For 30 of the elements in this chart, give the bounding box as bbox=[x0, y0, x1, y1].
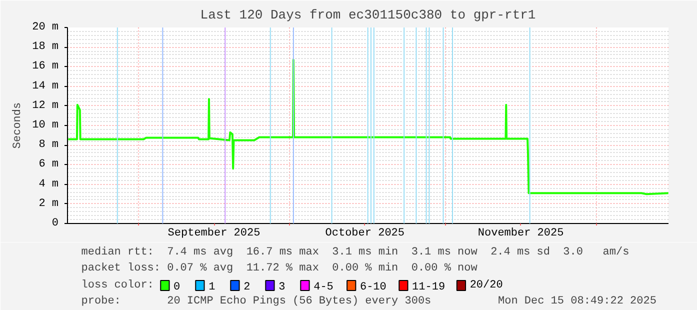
text: Mon Dec 15 08:49:22 2025 bbox=[498, 296, 656, 308]
legend-title: loss color: bbox=[81, 280, 154, 292]
y-tick-label: 4 m bbox=[38, 178, 59, 190]
legend-label: 4-5 bbox=[314, 282, 334, 294]
y-tick-label: 14 m bbox=[32, 80, 59, 92]
y-tick-label: 18 m bbox=[32, 41, 59, 54]
legend-label: 2 bbox=[244, 282, 250, 294]
y-tick-label: 6 m bbox=[38, 158, 59, 171]
legend-label: 20/20 bbox=[470, 280, 503, 292]
legend-label: 6-10 bbox=[360, 282, 386, 294]
chart-title: Last 120 Days from ec301150c380 to gpr-rtr1 bbox=[200, 8, 536, 22]
text: median rtt: 7.4 ms avg 16.7 ms max 3.1 ms min 3.1 ms now 2.4 ms sd 3.0 am/s bbox=[81, 246, 630, 258]
x-tick-label: October 2025 bbox=[325, 228, 405, 240]
y-tick-label: 10 m bbox=[32, 120, 59, 132]
text: probe: 20 ICMP Echo Pings (56 Bytes) every 300s bbox=[81, 296, 432, 308]
y-tick-label: 16 m bbox=[32, 60, 59, 73]
y-axis-title: Seconds bbox=[12, 102, 24, 149]
y-tick-label: 8 m bbox=[38, 139, 59, 152]
line-series bbox=[68, 58, 668, 196]
legend-label: 1 bbox=[208, 282, 216, 294]
y-tick-label: 0 bbox=[52, 218, 59, 230]
text: packet loss: 0.07 % avg 11.72 % max 0.00 % min 0.00 % now bbox=[81, 262, 478, 274]
y-tick-label: 20 m bbox=[32, 22, 59, 34]
y-tick-label: 2 m bbox=[38, 198, 59, 210]
legend-label: 11-19 bbox=[412, 282, 446, 294]
legend-label: 3 bbox=[278, 282, 286, 294]
y-tick-label: 12 m bbox=[32, 100, 59, 112]
x-tick-label: November 2025 bbox=[478, 228, 564, 240]
legend-label: 0 bbox=[174, 282, 180, 294]
x-tick-label: September 2025 bbox=[168, 228, 260, 240]
